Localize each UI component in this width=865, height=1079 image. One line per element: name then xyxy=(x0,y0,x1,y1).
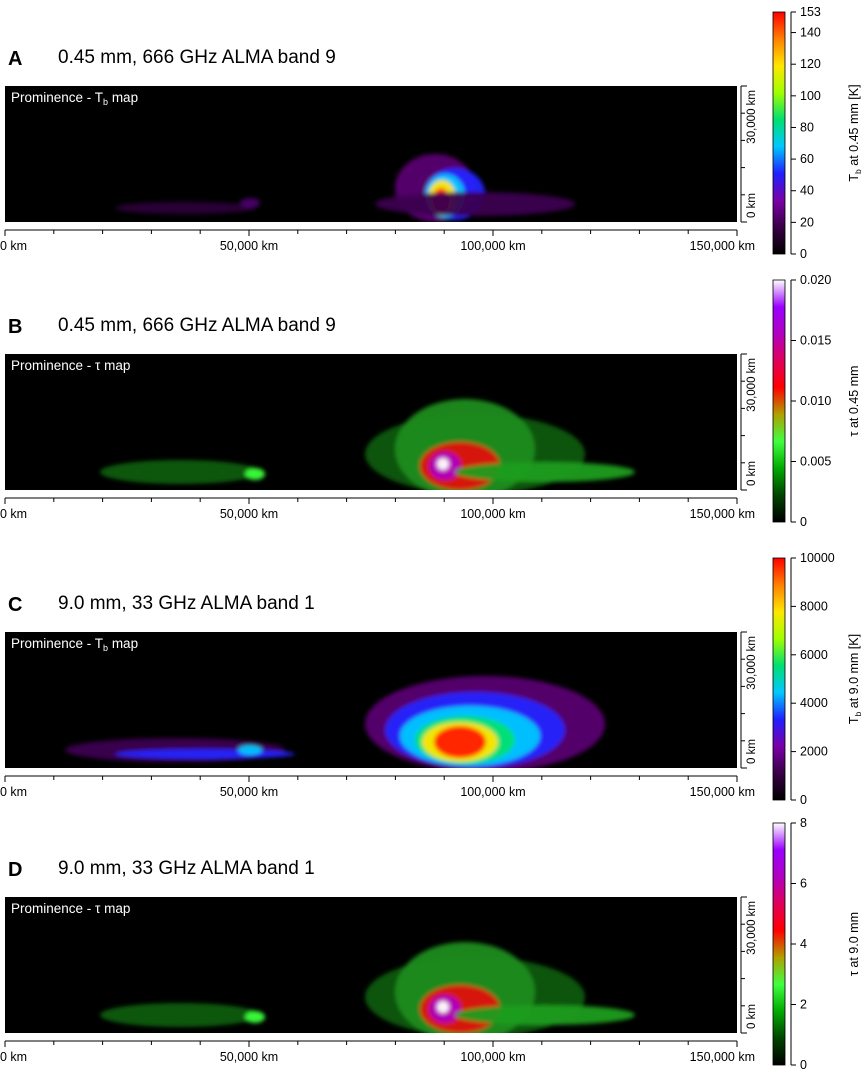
y-tick-label: 0 km xyxy=(746,739,758,764)
colorbar-tick-label: 120 xyxy=(800,57,821,71)
x-tick-label: 0 km xyxy=(0,239,27,253)
x-tick-label: 100,000 km xyxy=(460,239,525,253)
colorbar-tick-label: 8 xyxy=(800,816,807,830)
panel-letter: C xyxy=(8,594,22,616)
emission-map xyxy=(65,676,605,768)
y-tick-label: 30,000 km xyxy=(746,358,758,412)
colorbar xyxy=(772,557,786,801)
emission-map xyxy=(100,399,635,490)
x-tick-label: 100,000 km xyxy=(460,507,525,521)
colorbar-tick-label: 0.015 xyxy=(800,334,831,348)
colorbar-tick-label: 10000 xyxy=(800,551,835,565)
colorbar-tick-label: 0 xyxy=(800,515,807,529)
emission-blob xyxy=(437,458,449,470)
emission-blob xyxy=(240,198,260,208)
inset-label: Prominence - Tb map xyxy=(11,90,138,107)
y-tick-label: 0 km xyxy=(746,461,758,486)
inset-label: Prominence - τ map xyxy=(11,358,130,373)
emission-blob xyxy=(238,745,262,755)
x-tick-label: 50,000 km xyxy=(220,785,278,799)
x-tick-label: 100,000 km xyxy=(460,785,525,799)
emission-blob xyxy=(245,1011,265,1023)
emission-blob xyxy=(115,202,255,214)
map-background xyxy=(5,86,737,222)
panel-d: D 9.0 mm, 33 GHz ALMA band 1 Prominence - … xyxy=(0,816,861,1072)
colorbar-tick-label: 0.020 xyxy=(800,273,831,287)
emission-blob xyxy=(100,1003,260,1027)
colorbar-tick-label: 40 xyxy=(800,184,814,198)
inset-label: Prominence - Tb map xyxy=(11,636,138,653)
y-tick-label: 30,000 km xyxy=(746,90,758,144)
colorbar-tick-label: 100 xyxy=(800,89,821,103)
emission-blob xyxy=(455,462,635,482)
colorbar-tick-label: 0.005 xyxy=(800,455,831,469)
colorbar-tick-label: 6 xyxy=(800,877,807,891)
panel-letter: B xyxy=(8,316,22,338)
panel-letter: D xyxy=(8,859,22,881)
colorbar-label: τ at 0.45 mm xyxy=(847,366,861,437)
emission-blob xyxy=(375,192,575,216)
x-tick-label: 150,000 km xyxy=(690,785,755,799)
x-tick-label: 50,000 km xyxy=(220,507,278,521)
colorbar-label: τ at 9.0 mm xyxy=(847,912,861,976)
x-tick-label: 50,000 km xyxy=(220,1050,278,1064)
emission-map xyxy=(100,942,635,1033)
y-tick-label: 0 km xyxy=(746,193,758,218)
y-tick-label: 0 km xyxy=(746,1004,758,1029)
colorbar-tick-label: 60 xyxy=(800,152,814,166)
y-tick-label: 30,000 km xyxy=(746,901,758,955)
y-tick-label: 30,000 km xyxy=(746,636,758,690)
x-tick-label: 150,000 km xyxy=(690,507,755,521)
colorbar-tick-label: 0 xyxy=(800,247,807,261)
emission-blob xyxy=(245,468,265,480)
colorbar-tick-label: 2 xyxy=(800,998,807,1012)
panel-letter: A xyxy=(8,48,22,70)
colorbar-tick-label: 0.010 xyxy=(800,394,831,408)
colorbar xyxy=(772,822,786,1066)
panel-c: C 9.0 mm, 33 GHz ALMA band 1 Prominence - … xyxy=(0,551,863,807)
panel-title: 9.0 mm, 33 GHz ALMA band 1 xyxy=(58,593,315,614)
colorbar-tick-label: 0 xyxy=(800,793,807,807)
emission-blob xyxy=(434,726,486,758)
x-tick-label: 0 km xyxy=(0,1050,27,1064)
panel-b: B 0.45 mm, 666 GHz ALMA band 9 Prominence … xyxy=(0,273,861,529)
colorbar-tick-label: 153 xyxy=(800,5,821,19)
panel-title: 9.0 mm, 33 GHz ALMA band 1 xyxy=(58,858,315,879)
x-tick-label: 150,000 km xyxy=(690,239,755,253)
colorbar xyxy=(772,11,786,255)
colorbar-tick-label: 4000 xyxy=(800,696,828,710)
colorbar-label: Tb at 0.45 mm [K] xyxy=(847,84,863,181)
emission-blob xyxy=(455,1005,635,1025)
colorbar-tick-label: 80 xyxy=(800,120,814,134)
panel-title: 0.45 mm, 666 GHz ALMA band 9 xyxy=(58,315,336,336)
colorbar-tick-label: 8000 xyxy=(800,599,828,613)
colorbar-tick-label: 0 xyxy=(800,1058,807,1072)
emission-blob xyxy=(100,460,260,484)
panel-a: A 0.45 mm, 666 GHz ALMA band 9 Prominence … xyxy=(0,5,863,261)
panel-title: 0.45 mm, 666 GHz ALMA band 9 xyxy=(58,47,336,68)
colorbar xyxy=(772,279,786,523)
emission-blob xyxy=(437,1001,449,1013)
x-tick-label: 150,000 km xyxy=(690,1050,755,1064)
x-tick-label: 50,000 km xyxy=(220,239,278,253)
colorbar-label: Tb at 9.0 mm [K] xyxy=(847,634,863,724)
colorbar-tick-label: 20 xyxy=(800,215,814,229)
colorbar-tick-label: 4 xyxy=(800,937,807,951)
colorbar-tick-label: 2000 xyxy=(800,745,828,759)
inset-label: Prominence - τ map xyxy=(11,901,130,916)
x-tick-label: 0 km xyxy=(0,507,27,521)
emission-blob xyxy=(115,749,295,759)
x-tick-label: 0 km xyxy=(0,785,27,799)
colorbar-tick-label: 6000 xyxy=(800,648,828,662)
x-tick-label: 100,000 km xyxy=(460,1050,525,1064)
emission-map xyxy=(115,154,575,222)
colorbar-tick-label: 140 xyxy=(800,26,821,40)
